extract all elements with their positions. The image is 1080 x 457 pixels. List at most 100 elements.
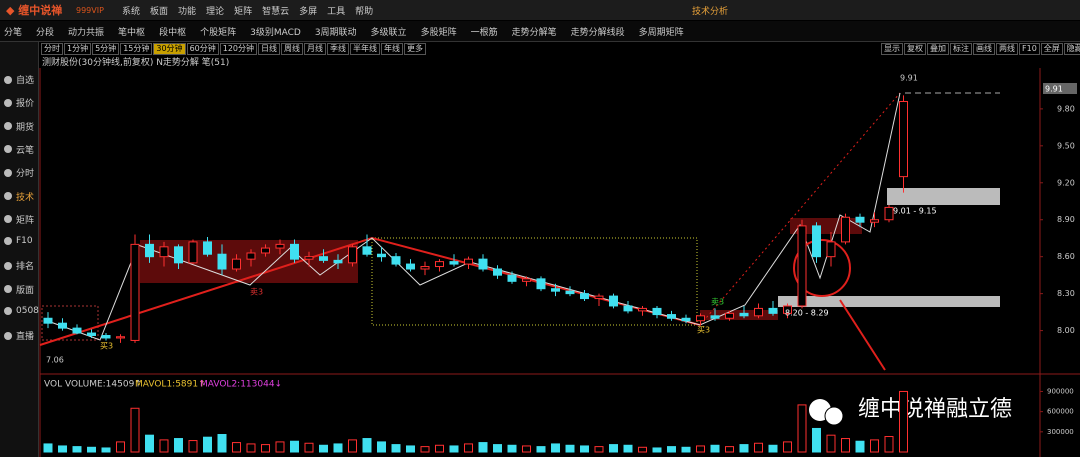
- tool-button[interactable]: 分笔: [4, 27, 23, 38]
- menu-item[interactable]: 理论: [206, 6, 225, 17]
- period-button[interactable]: 120分钟: [219, 43, 258, 55]
- side-item[interactable]: 矩阵: [4, 213, 34, 226]
- candle-body: [696, 315, 705, 322]
- y-tick-label: 900000: [1047, 387, 1074, 395]
- volume-bar: [681, 446, 691, 453]
- pivot-box: [790, 218, 862, 234]
- side-item[interactable]: 自选: [4, 73, 34, 86]
- candle-body: [826, 241, 836, 258]
- side-item[interactable]: 技术: [4, 190, 34, 203]
- tool-button[interactable]: 复权: [904, 43, 926, 55]
- tool-button[interactable]: 多周期矩阵: [638, 27, 684, 38]
- pivot-box: [700, 310, 778, 320]
- side-item[interactable]: 版面: [4, 283, 34, 296]
- period-button[interactable]: 日线: [258, 43, 281, 55]
- tool-button[interactable]: 走势分解笔: [511, 27, 557, 38]
- side-item[interactable]: 报价: [4, 96, 34, 109]
- volume-bar: [652, 447, 662, 453]
- menu-item[interactable]: 矩阵: [234, 6, 253, 17]
- candle-body: [812, 225, 821, 258]
- period-button[interactable]: 月线: [304, 43, 327, 55]
- annotation: 9.91: [900, 74, 918, 83]
- menu-item[interactable]: 系统: [122, 6, 141, 17]
- candle-body: [319, 256, 328, 261]
- menu-item[interactable]: 功能: [178, 6, 197, 17]
- tool-button[interactable]: 个股矩阵: [200, 27, 237, 38]
- candle-body: [362, 246, 372, 255]
- volume-bar: [667, 446, 676, 453]
- period-button[interactable]: 季线: [327, 43, 350, 55]
- volume-bar: [145, 434, 154, 453]
- menu-item[interactable]: 帮助: [355, 6, 374, 17]
- candle-body: [797, 225, 807, 307]
- period-button[interactable]: 15分钟: [120, 43, 153, 55]
- period-button[interactable]: 更多: [404, 43, 427, 55]
- period-button[interactable]: 周线: [281, 43, 304, 55]
- side-item[interactable]: 0508: [4, 306, 39, 316]
- side-item[interactable]: 排名: [4, 259, 34, 272]
- candle-body: [507, 274, 517, 282]
- period-button[interactable]: 5分钟: [92, 43, 120, 55]
- tool-button[interactable]: 标注: [950, 43, 972, 55]
- tool-button[interactable]: 多级联立: [370, 27, 407, 38]
- period-button[interactable]: 分时: [41, 43, 63, 55]
- tool-button[interactable]: 笔中枢: [118, 27, 146, 38]
- y-tick-label: 8.30: [1057, 289, 1075, 298]
- tool-button[interactable]: 动力共振: [68, 27, 105, 38]
- mavol2: MAVOL2:113044↓: [200, 380, 282, 390]
- tool-button[interactable]: 多股矩阵: [420, 27, 457, 38]
- volume-bar: [449, 445, 459, 453]
- candle-body: [130, 243, 140, 341]
- candle-body: [232, 258, 241, 270]
- tool-button[interactable]: 叠加: [927, 43, 949, 55]
- volume-bar: [275, 441, 285, 453]
- side-item[interactable]: 分时: [4, 166, 34, 179]
- window-title: 技术分析: [692, 6, 729, 17]
- candle-body: [681, 317, 691, 322]
- volume-bar: [899, 390, 908, 453]
- y-tick-label: 9.20: [1057, 178, 1075, 187]
- volume-bar: [87, 446, 96, 453]
- period-button[interactable]: 年线: [381, 43, 404, 55]
- candle-body: [449, 261, 459, 265]
- period-button[interactable]: 30分钟: [153, 43, 186, 55]
- candle-body: [406, 263, 415, 270]
- tool-button[interactable]: 段中枢: [159, 27, 187, 38]
- tool-button[interactable]: 分段: [36, 27, 55, 38]
- period-button[interactable]: 半年线: [350, 43, 381, 55]
- arrow: [839, 299, 886, 371]
- period-button[interactable]: 60分钟: [186, 43, 219, 55]
- volume-bar: [377, 441, 386, 453]
- volume-bar: [420, 446, 430, 453]
- tool-button[interactable]: 显示: [881, 43, 903, 55]
- tool-button[interactable]: F10: [1019, 43, 1040, 55]
- volume-bar: [768, 444, 778, 453]
- side-item[interactable]: 直播: [4, 329, 34, 342]
- annotation: 卖3: [250, 288, 263, 297]
- menu-item[interactable]: 智慧云: [262, 6, 290, 17]
- menu-item[interactable]: 多屏: [299, 6, 318, 17]
- tool-button[interactable]: 隐藏: [1063, 43, 1080, 55]
- menu-item[interactable]: 板面: [150, 6, 169, 17]
- annotation: 8.20 - 8.29: [785, 309, 829, 318]
- menu-item[interactable]: 工具: [327, 6, 346, 17]
- side-item[interactable]: 云笔: [4, 143, 34, 156]
- volume-bar: [594, 446, 604, 453]
- tool-button[interactable]: 全屏: [1040, 43, 1063, 55]
- side-item[interactable]: 期货: [4, 120, 34, 133]
- tool-button[interactable]: 走势分解线段: [570, 27, 625, 38]
- candle-body: [565, 290, 575, 295]
- y-tick-label: 8.90: [1057, 215, 1075, 224]
- tool-button[interactable]: 一根筋: [470, 27, 498, 38]
- volume-bar: [174, 438, 183, 453]
- tool-button[interactable]: 两线: [996, 43, 1018, 55]
- volume-bar: [870, 439, 879, 453]
- volume-bar: [362, 438, 372, 453]
- period-button[interactable]: 1分钟: [64, 43, 92, 55]
- tool-button[interactable]: 画线: [973, 43, 995, 55]
- tool-button[interactable]: 3周期联动: [314, 27, 357, 38]
- volume-bar: [812, 427, 821, 453]
- volume-bar: [101, 447, 111, 453]
- side-item[interactable]: F10: [4, 236, 33, 246]
- tool-button[interactable]: 3级别MACD: [250, 27, 301, 38]
